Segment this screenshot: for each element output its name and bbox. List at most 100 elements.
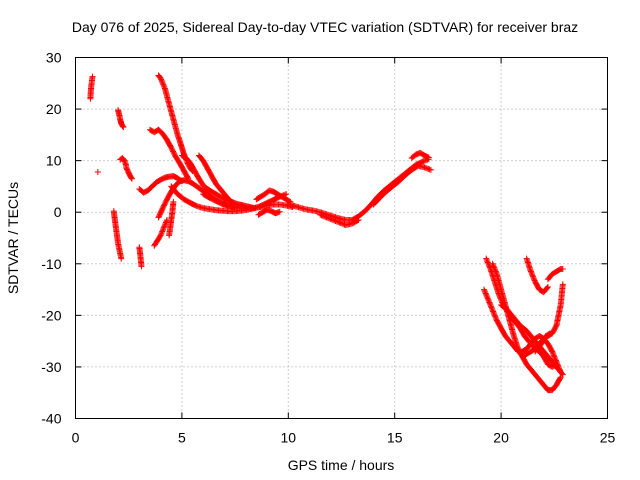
data-point — [340, 221, 347, 228]
data-point — [559, 281, 566, 288]
y-axis-label: SDTVAR / TECUs — [5, 182, 21, 294]
y-tick-label: -40 — [41, 411, 61, 427]
grid — [75, 57, 608, 419]
data-point — [483, 256, 490, 263]
data-point — [321, 213, 328, 220]
data-point — [552, 361, 559, 368]
chart-title: Day 076 of 2025, Sidereal Day-to-day VTE… — [72, 19, 578, 35]
data-point — [158, 77, 165, 84]
data-point — [162, 220, 169, 227]
data-point — [119, 123, 126, 130]
series-u — [370, 162, 434, 208]
data-point — [421, 164, 428, 171]
y-tick-label: 30 — [46, 50, 62, 66]
data-point — [422, 164, 429, 171]
data-point — [120, 124, 127, 131]
data-point — [558, 370, 565, 377]
data-point — [94, 168, 101, 175]
x-axis-label: GPS time / hours — [288, 457, 395, 473]
data-point — [168, 146, 175, 153]
y-tick-label: -30 — [41, 359, 61, 375]
data-point — [228, 199, 235, 206]
data-point — [483, 291, 490, 298]
data-point — [170, 198, 177, 205]
data-point — [544, 283, 551, 290]
data-point — [487, 302, 494, 309]
data-point — [319, 212, 326, 219]
series-j — [151, 216, 171, 249]
series-ac — [532, 281, 566, 355]
y-tick-label: -20 — [41, 307, 61, 323]
data-point — [426, 166, 433, 173]
data-point — [528, 271, 535, 278]
data-point — [89, 73, 96, 80]
data-point — [128, 174, 135, 181]
data-point — [491, 264, 498, 271]
data-point — [171, 151, 178, 158]
data-point — [121, 157, 128, 164]
data-points — [87, 72, 566, 394]
data-point — [355, 216, 362, 223]
series-a — [87, 73, 96, 102]
data-point — [489, 260, 496, 267]
data-point — [161, 222, 168, 229]
data-point — [481, 286, 488, 293]
data-point — [157, 75, 164, 82]
data-point — [491, 265, 498, 272]
data-point — [170, 148, 177, 155]
data-point — [159, 80, 166, 87]
data-point — [490, 308, 497, 315]
data-point — [332, 217, 339, 224]
series-aa — [523, 255, 551, 296]
data-point — [492, 267, 499, 274]
data-point — [327, 215, 334, 222]
data-point — [557, 375, 564, 382]
data-point — [424, 165, 431, 172]
data-point — [485, 298, 492, 305]
series-h — [146, 126, 192, 182]
data-point — [424, 154, 431, 161]
data-point — [158, 229, 165, 236]
data-point — [482, 289, 489, 296]
y-tick-label: 10 — [46, 153, 62, 169]
data-point — [331, 217, 338, 224]
data-point — [160, 225, 167, 232]
data-point — [492, 314, 499, 321]
data-point — [490, 262, 497, 269]
data-point — [336, 219, 343, 226]
data-point — [326, 215, 333, 222]
data-point — [528, 269, 535, 276]
series-c — [110, 208, 125, 262]
data-point — [118, 255, 125, 262]
data-point — [328, 216, 335, 223]
series-ad — [519, 345, 560, 370]
plot-frame — [75, 57, 608, 419]
data-point — [549, 348, 556, 355]
data-point — [486, 300, 493, 307]
series-s — [285, 156, 432, 223]
data-point — [160, 82, 167, 89]
data-point — [333, 218, 340, 225]
data-point — [162, 198, 169, 205]
data-point — [484, 294, 491, 301]
series-f — [136, 244, 145, 270]
x-tick-label: 25 — [600, 430, 616, 446]
series-k — [166, 198, 177, 239]
data-point — [160, 202, 167, 209]
data-point — [170, 149, 177, 156]
data-point — [338, 220, 345, 227]
data-point — [276, 208, 283, 215]
data-point — [559, 371, 566, 378]
data-point — [128, 175, 135, 182]
data-point — [425, 154, 432, 161]
data-point — [559, 265, 566, 272]
data-point — [483, 293, 490, 300]
data-point — [486, 299, 493, 306]
data-point — [530, 274, 537, 281]
data-point — [491, 312, 498, 319]
data-point — [354, 217, 361, 224]
data-point — [527, 268, 534, 275]
data-point — [482, 290, 489, 297]
data-point — [157, 232, 164, 239]
series-n — [195, 152, 236, 206]
